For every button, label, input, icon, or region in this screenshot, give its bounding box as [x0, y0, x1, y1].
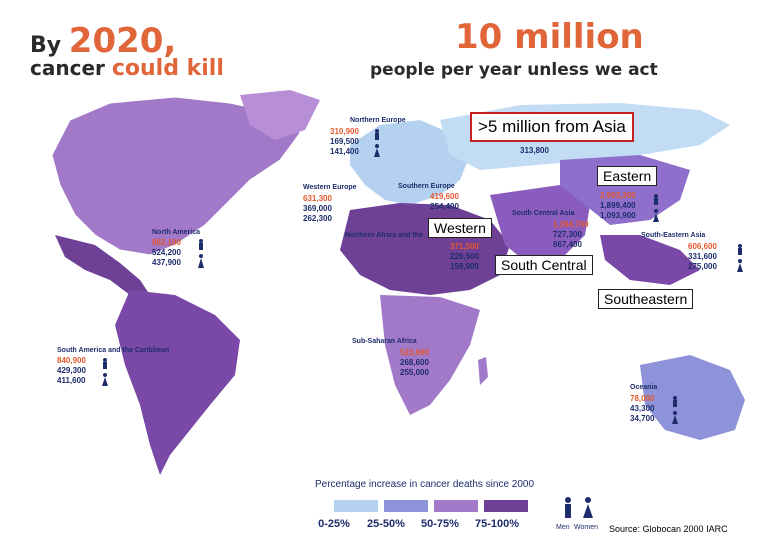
central-america-region: [55, 235, 150, 295]
title-year: 2020,: [68, 21, 177, 61]
legend-labels: 0-25% 25-50% 50-75% 75-100%: [311, 518, 525, 530]
value-eastern-asia-men: 1,899,400: [600, 201, 636, 210]
callout-asia: >5 million from Asia: [470, 112, 634, 142]
callout-western: Western: [428, 218, 492, 238]
legend-heading: Percentage increase in cancer deaths sin…: [315, 479, 535, 490]
value-western-europe-men: 369,000: [303, 204, 332, 213]
legend-gender-icons: [565, 497, 593, 518]
value-sub-saharan-africa-women: 255,000: [400, 368, 429, 377]
sub-saharan-africa-region: [380, 295, 480, 415]
title-could-kill: could kill: [111, 56, 224, 81]
value-sub-saharan-africa-men: 268,600: [400, 358, 429, 367]
legend-label-25-50: 25-50%: [367, 518, 405, 530]
value-northern-europe-women: 141,400: [330, 147, 359, 156]
label-south-eastern-asia: South-Eastern Asia: [641, 232, 706, 239]
south-america-gender-icons: [102, 358, 108, 386]
label-southern-europe: Southern Europe: [398, 183, 455, 190]
northern-europe-gender-icons: [374, 129, 380, 157]
eastern-asia-region: [560, 155, 690, 225]
value-southern-europe-men: 254,400: [430, 202, 459, 211]
label-northern-europe: Northern Europe: [350, 117, 406, 124]
source-text: Source: Globocan 2000 IARC: [609, 524, 728, 534]
label-sub-saharan-africa: Sub-Saharan Africa: [352, 338, 417, 345]
value-south-central-asia-women: 667,400: [553, 240, 582, 249]
label-western-europe: Western Europe: [303, 184, 357, 191]
men-icon: [565, 497, 571, 503]
label-oceania: Oceania: [630, 384, 658, 391]
north-america-gender-icons: [198, 239, 204, 268]
value-south-central-asia-men: 727,300: [553, 230, 582, 239]
value-eastern-asia-women: 1,093,900: [600, 211, 636, 220]
north-america-region: [51, 96, 301, 256]
value-oceania-2020: 78,000: [630, 394, 655, 403]
madagascar-region: [478, 357, 488, 385]
label-north-america: North America: [152, 229, 200, 236]
title-big-number: 10 million: [455, 17, 644, 57]
title-line1: By 2020,: [30, 24, 176, 58]
south-america-region: [115, 290, 240, 475]
value-southern-europe-2020: 419,600: [430, 192, 459, 201]
legend-swatch-25-50: [384, 500, 428, 512]
callout-southeastern: Southeastern: [598, 289, 694, 309]
greenland-region: [240, 90, 320, 140]
south-eastern-asia-gender-icons: [737, 244, 743, 272]
women-icon: [585, 497, 591, 503]
value-eastern-asia-2020: 2,993,300: [600, 191, 636, 200]
value-north-africa-2020: 371,500: [450, 242, 479, 251]
title-cancer: cancer: [30, 56, 105, 80]
value-south-america-women: 411,600: [57, 376, 86, 385]
value-northern-europe-men: 169,500: [330, 137, 359, 146]
oceania-region: [640, 355, 745, 440]
legend-swatch-0-25: [334, 500, 378, 512]
label-north-africa: Northern Africa and the: [345, 232, 423, 239]
europe-region: [350, 120, 470, 205]
value-north-america-men: 524,200: [152, 248, 181, 257]
value-oceania-men: 43,300: [630, 404, 655, 413]
legend-swatch-75-100: [484, 500, 528, 512]
oceania-gender-icons: [672, 396, 678, 424]
value-north-africa-men: 226,500: [450, 252, 479, 261]
value-western-europe-women: 262,300: [303, 214, 332, 223]
value-oceania-women: 34,700: [630, 414, 655, 423]
legend-swatches: [334, 500, 528, 512]
world-map: [51, 90, 745, 475]
legend-label-0-25: 0-25%: [318, 518, 350, 530]
legend-swatch-50-75: [434, 500, 478, 512]
value-northern-europe-2020: 310,900: [330, 127, 359, 136]
value-south-eastern-asia-men: 331,600: [688, 252, 717, 261]
title-by: By: [30, 33, 62, 58]
value-north-america-women: 437,900: [152, 258, 181, 267]
eastern-asia-gender-icons: [653, 194, 659, 222]
north-africa-region: [340, 203, 510, 295]
callout-eastern: Eastern: [597, 166, 658, 186]
legend-label-50-75: 50-75%: [421, 518, 459, 530]
title-subtitle: people per year unless we act: [370, 60, 658, 80]
value-russia-women: 313,800: [520, 146, 549, 155]
title-line2: cancer could kill: [30, 58, 224, 80]
legend-label-75-100: 75-100%: [474, 518, 520, 530]
value-south-eastern-asia-women: 275,000: [688, 262, 717, 271]
value-south-central-asia-2020: 1,394,700: [553, 220, 589, 229]
value-sub-saharan-africa-2020: 523,600: [400, 348, 429, 357]
value-south-eastern-asia-2020: 606,600: [688, 242, 717, 251]
value-north-africa-women: 159,900: [450, 262, 479, 271]
legend-men-label: Men: [556, 524, 570, 531]
value-north-america-2020: 962,100: [152, 238, 181, 247]
legend-women-label: Women: [574, 524, 598, 531]
south-east-asia-region: [600, 235, 700, 285]
label-south-america: South America and the Caribbean: [57, 347, 170, 354]
value-western-europe-2020: 631,300: [303, 194, 332, 203]
value-south-america-men: 429,300: [57, 366, 86, 375]
label-south-central-asia: South Central Asia: [512, 210, 575, 217]
callout-south-central: South Central: [495, 255, 593, 275]
south-central-asia-region: [490, 185, 590, 265]
value-south-america-2020: 840,900: [57, 356, 86, 365]
